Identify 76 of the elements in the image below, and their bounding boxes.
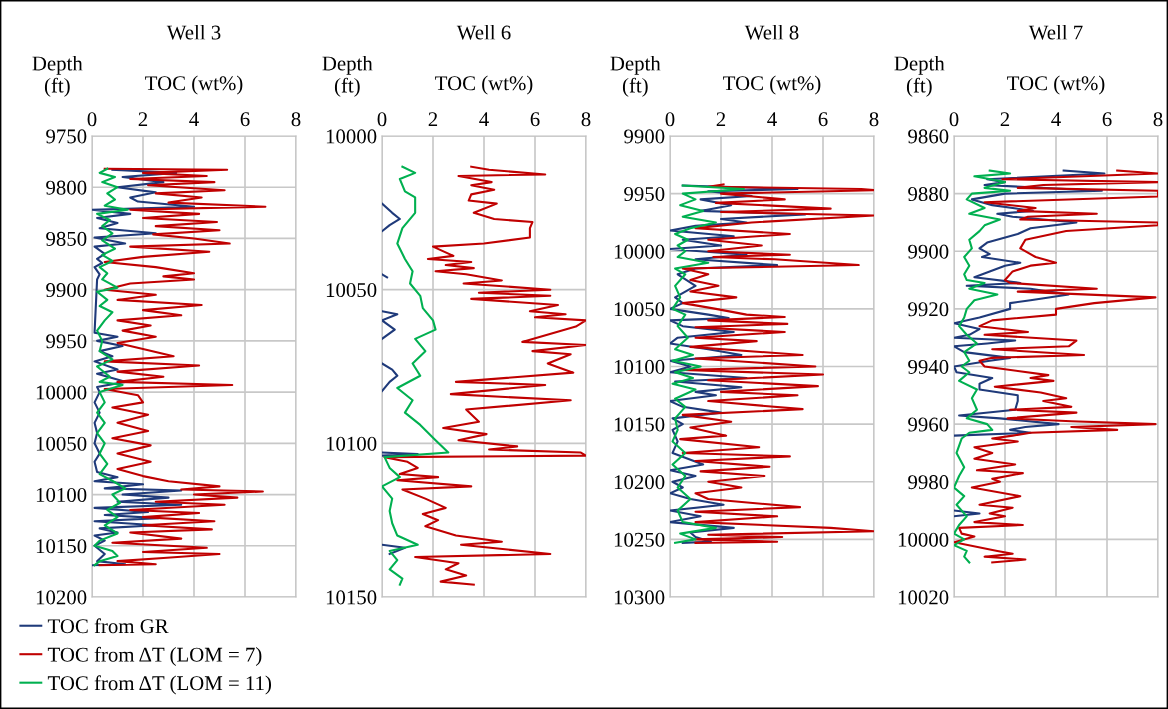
y-tick-label: 10000 xyxy=(326,129,377,144)
x-tick-label: 8 xyxy=(869,112,879,127)
x-tick-label: 8 xyxy=(1153,112,1163,127)
legend-label: TOC from ΔT (LOM = 11) xyxy=(47,675,272,695)
x-axis-title: TOC (wt%) xyxy=(435,75,533,95)
line-series xyxy=(93,167,129,567)
y-tick-label: 9900 xyxy=(908,244,949,259)
y-tick-label: 10050 xyxy=(326,283,377,298)
chart-title: Well 6 xyxy=(456,24,511,40)
y-tick-label: 9750 xyxy=(46,129,87,144)
y-tick-label: 10200 xyxy=(36,590,87,605)
y-tick-label: 9940 xyxy=(908,359,949,374)
y-tick-label: 10020 xyxy=(898,590,949,605)
x-axis-title: TOC (wt%) xyxy=(1007,75,1105,95)
x-tick-label: 0 xyxy=(377,112,387,127)
y-tick-label: 9950 xyxy=(624,187,665,202)
legend-label: TOC from ΔT (LOM = 7) xyxy=(47,646,262,666)
y-tick-label: 9980 xyxy=(908,475,949,490)
y-tick-label: 10050 xyxy=(614,302,665,317)
chart-title: Well 7 xyxy=(1028,24,1083,40)
chart-title: Well 3 xyxy=(166,24,221,40)
chart-title: Well 8 xyxy=(744,24,799,40)
x-tick-label: 8 xyxy=(291,112,301,127)
line-series xyxy=(679,183,874,544)
x-tick-label: 2 xyxy=(428,112,438,127)
x-axis-title: TOC (wt%) xyxy=(145,75,243,95)
y-tick-label: 9900 xyxy=(46,283,87,298)
y-axis-title: Depth (ft) xyxy=(32,55,83,97)
y-tick-label: 9900 xyxy=(624,129,665,144)
line-series xyxy=(954,169,1012,564)
x-tick-label: 2 xyxy=(138,112,148,127)
x-tick-label: 2 xyxy=(716,112,726,127)
y-tick-label: 10000 xyxy=(36,385,87,400)
line-series xyxy=(383,165,586,586)
line-series xyxy=(954,169,1158,564)
y-tick-label: 9800 xyxy=(46,180,87,195)
y-tick-label: 10250 xyxy=(614,532,665,547)
line-series xyxy=(671,184,745,544)
x-tick-label: 6 xyxy=(530,112,540,127)
y-tick-label: 10100 xyxy=(326,436,377,451)
y-tick-label: 9960 xyxy=(908,417,949,432)
y-tick-label: 10100 xyxy=(36,487,87,502)
x-tick-label: 0 xyxy=(949,112,959,127)
y-axis-title: Depth (ft) xyxy=(322,55,373,97)
y-tick-label: 10200 xyxy=(614,475,665,490)
y-tick-label: 10150 xyxy=(36,539,87,554)
y-axis-title: Depth (ft) xyxy=(894,55,945,97)
x-tick-label: 6 xyxy=(240,112,250,127)
y-tick-label: 10150 xyxy=(614,417,665,432)
legend-label: TOC from GR xyxy=(47,618,169,634)
y-tick-label: 10150 xyxy=(326,590,377,605)
x-tick-label: 4 xyxy=(767,112,777,127)
x-tick-label: 0 xyxy=(87,112,97,127)
x-tick-label: 6 xyxy=(1102,112,1112,127)
y-tick-label: 10000 xyxy=(898,532,949,547)
x-tick-label: 0 xyxy=(665,112,675,127)
x-tick-label: 2 xyxy=(1000,112,1010,127)
y-tick-label: 9850 xyxy=(46,231,87,246)
x-tick-label: 4 xyxy=(1051,112,1061,127)
y-tick-label: 10050 xyxy=(36,436,87,451)
x-axis-title: TOC (wt%) xyxy=(723,75,821,95)
y-tick-label: 9920 xyxy=(908,302,949,317)
x-tick-label: 4 xyxy=(189,112,199,127)
y-tick-label: 10300 xyxy=(614,590,665,605)
y-tick-label: 10000 xyxy=(614,244,665,259)
line-series xyxy=(92,168,196,567)
line-series xyxy=(98,167,267,567)
y-axis-title: Depth (ft) xyxy=(610,55,661,97)
x-tick-label: 8 xyxy=(581,112,591,127)
y-tick-label: 10100 xyxy=(614,359,665,374)
y-tick-label: 9950 xyxy=(46,334,87,349)
x-tick-label: 4 xyxy=(479,112,489,127)
line-series xyxy=(382,165,450,586)
y-tick-label: 9880 xyxy=(908,187,949,202)
x-tick-label: 6 xyxy=(818,112,828,127)
y-tick-label: 9860 xyxy=(908,129,949,144)
